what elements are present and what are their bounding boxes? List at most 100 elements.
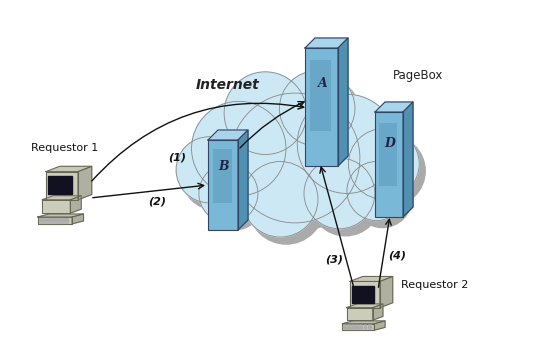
Text: Internet: Internet (196, 78, 260, 92)
Polygon shape (61, 220, 64, 221)
Bar (379, 122, 398, 185)
Polygon shape (208, 130, 248, 140)
Polygon shape (350, 281, 380, 307)
Polygon shape (343, 326, 346, 327)
Polygon shape (48, 221, 50, 223)
Polygon shape (43, 219, 46, 220)
Circle shape (248, 168, 324, 244)
Bar (310, 60, 332, 131)
Text: Requestor 2: Requestor 2 (401, 280, 469, 290)
Circle shape (297, 94, 397, 193)
Polygon shape (61, 221, 64, 223)
Polygon shape (403, 102, 413, 217)
Text: (1): (1) (168, 152, 186, 162)
Polygon shape (42, 196, 81, 200)
Polygon shape (342, 324, 374, 330)
Polygon shape (46, 172, 78, 200)
Text: (2): (2) (148, 197, 166, 207)
Circle shape (224, 72, 307, 155)
Polygon shape (38, 220, 42, 221)
Circle shape (230, 79, 313, 162)
Polygon shape (48, 176, 72, 195)
Polygon shape (355, 326, 358, 327)
Polygon shape (375, 102, 413, 112)
Polygon shape (52, 221, 55, 223)
Polygon shape (38, 218, 42, 219)
Polygon shape (347, 307, 373, 320)
Polygon shape (56, 218, 60, 219)
Polygon shape (374, 321, 385, 330)
Polygon shape (56, 220, 60, 221)
Circle shape (304, 158, 375, 229)
Polygon shape (56, 221, 60, 223)
Polygon shape (78, 166, 92, 200)
Polygon shape (72, 214, 83, 224)
Polygon shape (367, 327, 371, 328)
Circle shape (242, 162, 318, 237)
Text: A: A (318, 77, 327, 90)
Polygon shape (347, 327, 350, 328)
Polygon shape (359, 328, 362, 329)
Polygon shape (38, 221, 42, 223)
Text: B: B (219, 160, 229, 174)
Polygon shape (359, 327, 362, 328)
Polygon shape (46, 166, 92, 172)
Polygon shape (364, 326, 366, 327)
Polygon shape (342, 321, 385, 324)
Text: D: D (385, 137, 395, 150)
Circle shape (310, 165, 381, 236)
Polygon shape (43, 220, 46, 221)
Polygon shape (65, 220, 68, 221)
Polygon shape (351, 327, 354, 328)
Polygon shape (355, 328, 358, 329)
Polygon shape (65, 218, 68, 219)
Circle shape (182, 144, 248, 210)
Polygon shape (43, 218, 46, 219)
Bar (208, 140, 238, 230)
Text: (3): (3) (325, 254, 343, 264)
Polygon shape (343, 328, 346, 329)
Circle shape (304, 101, 403, 200)
Polygon shape (238, 130, 248, 230)
Polygon shape (48, 220, 50, 221)
Circle shape (353, 168, 412, 228)
Polygon shape (367, 328, 371, 329)
Circle shape (205, 171, 264, 230)
Circle shape (280, 71, 355, 146)
Polygon shape (351, 326, 354, 327)
Circle shape (286, 78, 361, 153)
Text: Requestor 1: Requestor 1 (31, 143, 98, 153)
Polygon shape (42, 200, 70, 213)
Circle shape (348, 129, 419, 199)
Polygon shape (350, 277, 393, 281)
Circle shape (354, 135, 425, 206)
Circle shape (176, 137, 242, 203)
Text: PageBox: PageBox (393, 69, 444, 82)
Polygon shape (343, 327, 346, 328)
Polygon shape (347, 304, 383, 307)
Polygon shape (305, 38, 348, 48)
Polygon shape (65, 219, 68, 220)
Bar (213, 149, 232, 203)
Polygon shape (338, 38, 348, 166)
Polygon shape (380, 277, 393, 307)
Polygon shape (367, 326, 371, 327)
Polygon shape (61, 219, 64, 220)
Polygon shape (61, 218, 64, 219)
Circle shape (236, 100, 366, 230)
Polygon shape (364, 328, 366, 329)
Circle shape (230, 93, 360, 223)
Circle shape (192, 101, 286, 196)
Bar (305, 48, 338, 166)
Polygon shape (352, 286, 374, 303)
Polygon shape (48, 219, 50, 220)
Text: (4): (4) (388, 250, 406, 260)
Circle shape (197, 109, 292, 203)
Bar (375, 112, 403, 217)
Polygon shape (38, 219, 42, 220)
Polygon shape (52, 218, 55, 219)
Polygon shape (373, 304, 383, 320)
Polygon shape (38, 217, 72, 224)
Polygon shape (43, 221, 46, 223)
Circle shape (347, 162, 406, 221)
